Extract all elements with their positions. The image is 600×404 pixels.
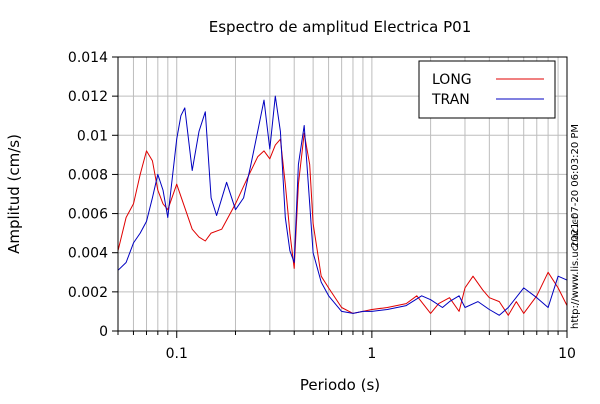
y-tick-label: 0.01 [77, 128, 108, 144]
grid [117, 56, 568, 332]
legend-label-tran: TRAN [431, 92, 470, 108]
y-tick-label: 0.008 [68, 167, 108, 183]
plot-frame [117, 56, 568, 332]
y-tick-label: 0.006 [68, 207, 108, 223]
y-tick-label: 0.002 [68, 285, 108, 301]
x-tick-label: 10 [558, 346, 576, 362]
x-axis-label: Periodo (s) [300, 376, 380, 394]
series-line-long [117, 132, 568, 316]
source-url-text: http://www.lis.ucr.ac.cr [570, 214, 581, 329]
timestamp-text: 2021-07-20 06:03:20 PM [570, 124, 581, 248]
legend-label-long: LONG [432, 72, 472, 88]
legend: LONG TRAN [418, 60, 556, 119]
x-tick-label: 1 [367, 346, 376, 362]
chart-title: Espectro de amplitud Electrica P01 [209, 18, 472, 36]
y-axis-label: Amplitud (cm/s) [5, 134, 23, 254]
legend-box [418, 60, 556, 119]
y-tick-label: 0.004 [68, 246, 108, 262]
series-group [117, 95, 568, 316]
y-tick-label: 0.012 [68, 89, 108, 105]
axis-ticks: 0.1 1 10 0 0.002 0.004 0.006 0.008 0.01 0.012 0.01… [68, 50, 576, 362]
y-tick-label: 0.014 [68, 50, 108, 66]
x-tick-label: 0.1 [166, 346, 188, 362]
series-line-tran [117, 95, 568, 316]
y-tick-label: 0 [99, 324, 108, 340]
